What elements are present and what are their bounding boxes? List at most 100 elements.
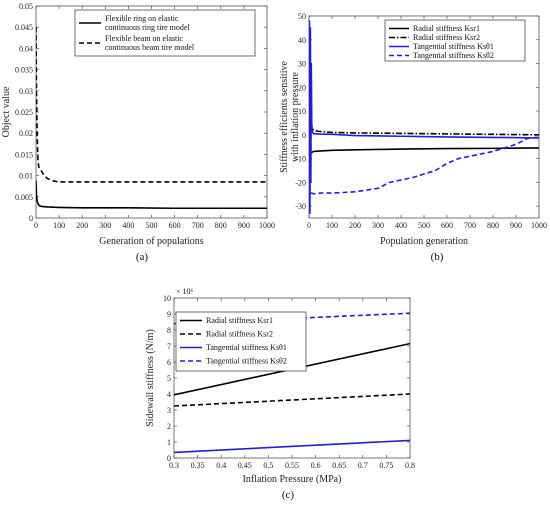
legend-entry-1: Flexible ring on elastic continuous ring … — [105, 14, 190, 32]
x-axis-label: Generation of populations — [99, 236, 204, 247]
y-tick-label: 0.04 — [19, 44, 33, 53]
x-axis-label: Population generation — [380, 236, 468, 247]
series-line-2 — [36, 27, 267, 183]
chart-panel-1: 0 100 200 300 400 500 600 700 800 900 1000 0 0.005 0.… — [1, 2, 275, 263]
series-line-2 — [309, 110, 539, 136]
y-tick-label: 10 — [163, 294, 171, 303]
series-line-4 — [309, 136, 539, 195]
legend-entry-2: Flexible beam on elastic continuous beam … — [105, 34, 195, 52]
x-tick-label: 200 — [76, 221, 88, 230]
y-tick-label: -10 — [295, 155, 306, 164]
y-tick-label: 20 — [298, 83, 306, 92]
y-tick-label: 7 — [167, 342, 171, 351]
x-tick-label: 1000 — [531, 221, 547, 230]
series-line-1 — [309, 146, 539, 184]
x-tick-label: 0.3 — [169, 461, 179, 470]
x-tick-label: 800 — [215, 221, 227, 230]
series-line-4 — [174, 312, 410, 325]
x-tick-label: 800 — [487, 221, 499, 230]
x-tick-label: 0.6 — [311, 461, 321, 470]
series-group — [36, 27, 267, 210]
legend: Radial stiffness Ksr1 Radial stiffness Ks… — [175, 311, 307, 372]
x-tick-label: 0.8 — [405, 461, 415, 470]
x-tick-label: 500 — [418, 221, 430, 230]
y-tick-label: 5 — [167, 374, 171, 383]
panel-label: (c) — [282, 489, 295, 501]
legend: Flexible ring on elastic continuous ring … — [74, 9, 256, 57]
y-tick-label: 0 — [302, 131, 306, 140]
y-tick-label: 2 — [167, 422, 171, 431]
legend-entry-1: Radial stiffness Ksr1 — [206, 316, 273, 325]
x-tick-label: 0.55 — [285, 461, 299, 470]
y-tick-label: -20 — [295, 178, 306, 187]
y-tick-label: -30 — [295, 202, 306, 211]
x-tick-label: 0.65 — [332, 461, 346, 470]
y-tick-label: 30 — [298, 60, 306, 69]
y-axis-label: Sidewall stiffness (N/m) — [145, 329, 156, 427]
panel-label: (b) — [431, 251, 444, 263]
y-tick-label: 0.025 — [15, 108, 33, 117]
legend-entry-3: Tangential stiffness Ksθ1 — [206, 343, 287, 352]
x-tick-label: 300 — [372, 221, 384, 230]
x-tick-label: 0.4 — [216, 461, 226, 470]
x-tick-label: 0 — [34, 221, 38, 230]
x-tick-label: 100 — [53, 221, 65, 230]
legend-box — [384, 19, 526, 62]
legend-entry-2: Radial stiffness Ksr2 — [413, 33, 480, 42]
legend-entry-1: Radial stiffness Ksr1 — [413, 24, 480, 33]
x-tick-label: 300 — [99, 221, 111, 230]
y-tick-label: 0.005 — [15, 193, 33, 202]
x-tick-label: 500 — [146, 221, 158, 230]
y-tick-label: 0.02 — [19, 129, 33, 138]
x-tick-label: 0.35 — [191, 461, 205, 470]
chart-panel-3: 0.3 0.35 0.4 0.45 0.5 0.55 0.6 0.65 0.7 0.75 0.8 0 1… — [145, 287, 415, 501]
y-tick-label: 0 — [167, 454, 171, 463]
legend-entry-2: Radial stiffness Ksr2 — [206, 330, 273, 339]
y-axis-label: Stiffness efficients sensitivewith infla… — [279, 61, 301, 173]
x-tick-label: 900 — [510, 221, 522, 230]
x-tick-label: 700 — [464, 221, 476, 230]
y-tick-label: 1 — [167, 438, 171, 447]
y-tick-label: 40 — [298, 36, 306, 45]
y-tick-label: 0.035 — [15, 66, 33, 75]
x-tick-label: 600 — [441, 221, 453, 230]
series-line-1 — [36, 180, 267, 210]
x-axis-label: Inflation Pressure (MPa) — [243, 474, 342, 485]
series-line-3 — [174, 439, 410, 454]
chart-panel-2: 0 100 200 300 400 500 600 700 800 900 1000-30-20-1… — [279, 12, 547, 263]
x-tick-label: 0 — [307, 221, 311, 230]
series-line-3 — [309, 19, 539, 215]
x-tick-label: 1000 — [259, 221, 275, 230]
y-tick-label: 50 — [298, 12, 306, 21]
y-tick-label: 8 — [167, 326, 171, 335]
x-tick-label: 100 — [326, 221, 338, 230]
y-tick-label: 0.015 — [15, 150, 33, 159]
x-tick-label: 900 — [238, 221, 250, 230]
y-tick-label: 10 — [298, 107, 306, 116]
y-tick-label: 0.05 — [19, 2, 33, 11]
y-tick-label: 0.03 — [19, 87, 33, 96]
legend-entry-4: Tangential stiffness Ksθ2 — [413, 51, 494, 60]
panel-label: (a) — [136, 251, 149, 263]
x-tick-label: 400 — [395, 221, 407, 230]
x-tick-label: 200 — [349, 221, 361, 230]
y-tick-label: 9 — [167, 310, 171, 319]
legend-box — [74, 9, 256, 57]
y-tick-label: 0 — [29, 214, 33, 223]
x-tick-label: 600 — [169, 221, 181, 230]
series-group — [309, 19, 539, 215]
y-axis-label: Object value — [1, 86, 12, 137]
x-tick-label: 0.7 — [358, 461, 368, 470]
legend-entry-3: Tangential stiffness Ksθ1 — [413, 42, 494, 51]
legend-entry-4: Tangential stiffness Ksθ2 — [206, 357, 287, 366]
y-exponent-label: × 10⁶ — [176, 287, 194, 296]
x-tick-label: 0.45 — [238, 461, 252, 470]
x-tick-label: 700 — [192, 221, 204, 230]
x-tick-label: 0.75 — [379, 461, 393, 470]
y-tick-label: 6 — [167, 358, 171, 367]
x-tick-label: 400 — [122, 221, 134, 230]
series-line-2 — [174, 393, 410, 407]
y-tick-label: 3 — [167, 406, 171, 415]
